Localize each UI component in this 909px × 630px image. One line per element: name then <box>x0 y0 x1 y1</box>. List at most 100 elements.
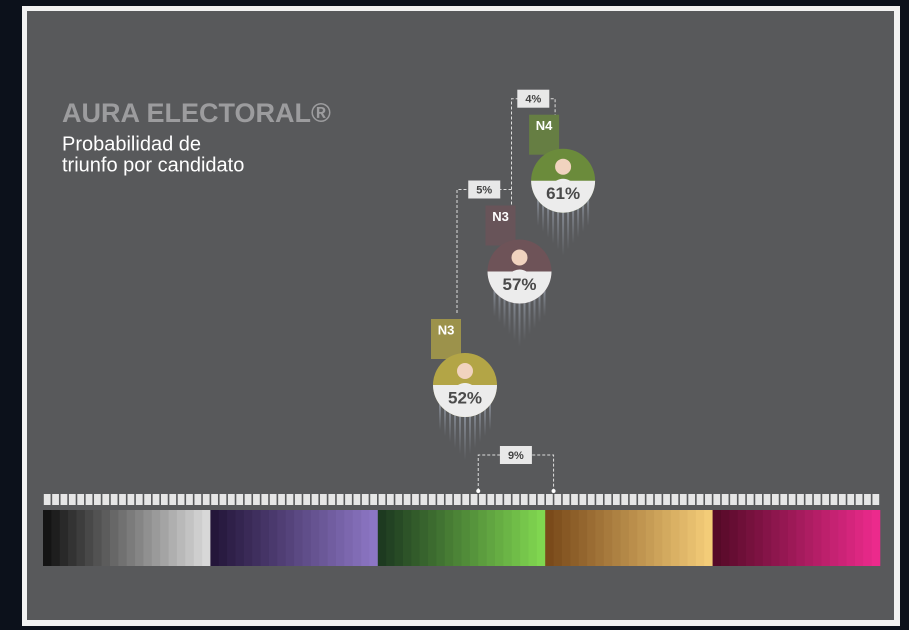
glow-streak <box>542 180 545 232</box>
scale-cell <box>645 510 655 566</box>
scale-tick-box <box>336 494 344 505</box>
scale-cell <box>126 510 136 566</box>
scale-cell <box>712 510 722 566</box>
scale-tick-box <box>554 494 562 505</box>
scale-tick-box <box>52 494 59 505</box>
scale-cell <box>68 510 77 566</box>
scale-tick-box <box>596 494 603 505</box>
scale-cell <box>411 510 420 566</box>
scale-cell <box>528 510 538 566</box>
scale-cell <box>453 510 462 566</box>
scale-tick-box <box>320 494 327 505</box>
scale-tick-box <box>730 494 737 505</box>
scale-tick-box <box>520 494 528 505</box>
scale-cell <box>637 510 646 566</box>
scale-cell <box>227 510 236 566</box>
scale-tick-box <box>345 494 352 505</box>
scale-tick-box <box>186 494 193 505</box>
bracket-dot <box>551 489 556 493</box>
glow-streak <box>489 385 491 430</box>
scale-tick-box <box>688 494 696 505</box>
scale-tick-box <box>403 494 411 505</box>
scale-cell <box>43 510 52 566</box>
scale-tick-box <box>847 494 855 505</box>
glow-streak <box>484 385 486 436</box>
scale-tick-box <box>470 494 478 505</box>
scale-cell <box>821 510 831 566</box>
result-half <box>487 271 552 304</box>
subtitle-line: triunfo por candidato <box>62 154 244 176</box>
scale-tick-box <box>537 494 545 505</box>
gap-box <box>468 180 501 199</box>
scale-tick-box <box>705 494 712 505</box>
title: AURA ELECTORAL® <box>62 98 331 128</box>
scale-tick-box <box>696 494 704 505</box>
scale-tick-box <box>370 494 377 505</box>
scale-cell <box>612 510 621 566</box>
level-flag <box>485 205 516 246</box>
scale-tick-box <box>361 494 369 505</box>
scale-cell <box>494 510 504 566</box>
glow-streak <box>518 271 521 347</box>
scale-tick-box <box>629 494 637 505</box>
scale-cell <box>595 510 605 566</box>
scale-tick-box <box>110 494 118 505</box>
scale-cell <box>729 510 739 566</box>
avatar-head <box>511 249 528 266</box>
scale-tick-box <box>328 494 336 505</box>
scale-cell <box>319 510 328 566</box>
scale-tick-box <box>822 494 829 505</box>
scale-tick-box <box>119 494 126 505</box>
scale-tick-box <box>202 494 210 505</box>
scale-cell <box>335 510 345 566</box>
scale-cell <box>84 510 94 566</box>
result-half <box>531 180 596 213</box>
glow-streak <box>562 180 565 256</box>
scale-cell <box>386 510 395 566</box>
scale-tick-box <box>127 494 135 505</box>
scale-tick-box <box>269 494 277 505</box>
scale-cell <box>235 510 245 566</box>
scale-tick-box <box>771 494 779 505</box>
glow-streak <box>537 180 540 226</box>
scale-cell <box>486 510 496 566</box>
scale-tick-box <box>294 494 302 505</box>
scale-tick-box <box>60 494 68 505</box>
scale-cell <box>252 510 261 566</box>
glow-streak <box>567 180 570 250</box>
scale-tick-box <box>546 494 553 505</box>
scale-tick-box <box>386 494 394 505</box>
scale-cell <box>478 510 487 566</box>
scale-cell <box>151 510 161 566</box>
glow-streak <box>469 385 471 454</box>
glow-streak <box>498 271 501 323</box>
scale-tick-box <box>453 494 461 505</box>
scale-cell <box>352 510 362 566</box>
scale-tick-box <box>353 494 361 505</box>
glow-streak <box>523 271 526 341</box>
scale-tick-box <box>504 494 511 505</box>
scale-cell <box>754 510 764 566</box>
scale-cell <box>779 510 789 566</box>
subtitle-line: Probabilidad de <box>62 133 201 155</box>
scale-tick-box <box>160 494 168 505</box>
gap-box <box>517 89 550 108</box>
scale-cell <box>787 510 797 566</box>
scale-tick-box <box>579 494 587 505</box>
scale-tick-box <box>77 494 85 505</box>
scale-cell <box>377 510 387 566</box>
probability-label: 57% <box>502 275 536 294</box>
scale-tick-box <box>244 494 252 505</box>
scale-tick-box <box>43 494 51 505</box>
scale-cell <box>620 510 630 566</box>
glow-streak <box>582 180 585 232</box>
level-flag <box>529 114 560 155</box>
scale-tick-box <box>872 494 880 505</box>
level-flag <box>431 319 461 359</box>
scale-cell <box>285 510 295 566</box>
scale-cell <box>679 510 688 566</box>
scale-tick-box <box>512 494 520 505</box>
scale-tick-box <box>562 494 570 505</box>
